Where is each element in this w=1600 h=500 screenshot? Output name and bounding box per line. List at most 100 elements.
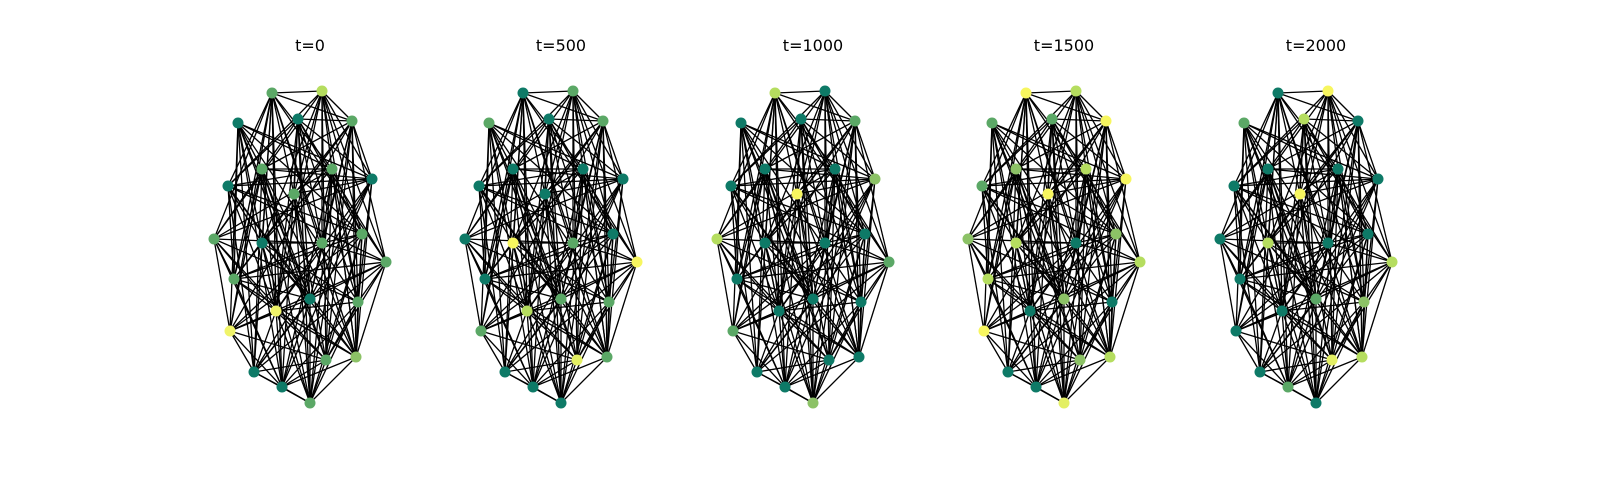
graph-edge	[544, 193, 578, 361]
graph-edge	[1063, 242, 1077, 300]
graph-edge	[237, 122, 283, 388]
graph-edge	[227, 118, 299, 187]
graph-node	[1298, 113, 1310, 125]
graph-edge	[981, 92, 1027, 187]
graph-edge	[237, 122, 263, 170]
graph-edge	[504, 261, 638, 373]
graph-edge	[478, 185, 506, 373]
graph-edge	[800, 118, 856, 122]
graph-edge	[784, 359, 830, 388]
graph-edge	[275, 310, 283, 388]
graph-node	[543, 113, 555, 125]
graph-edge	[828, 168, 836, 361]
graph-edge	[812, 242, 826, 300]
network-graph	[1214, 85, 1398, 409]
graph-edge	[532, 301, 610, 388]
graph-edge	[1029, 310, 1111, 358]
graph-edge	[1259, 298, 1317, 373]
graph-edge	[824, 90, 856, 122]
graph-edge	[1015, 242, 1065, 404]
panel-title: t=500	[535, 36, 587, 55]
graph-edge	[987, 278, 1065, 300]
graph-edge	[261, 168, 373, 180]
graph-edge	[774, 92, 856, 122]
graph-node	[228, 273, 240, 285]
panel-title: t=0	[295, 36, 325, 55]
graph-edge	[1315, 356, 1363, 404]
graph-edge	[544, 193, 562, 300]
graph-edge	[834, 168, 866, 235]
graph-edge	[1299, 193, 1363, 358]
graph-edge	[321, 233, 363, 244]
graph-edge	[325, 120, 353, 361]
graph-edge	[480, 310, 528, 332]
graph-edge	[1327, 242, 1393, 263]
graph-node	[475, 325, 487, 337]
graph-edge	[233, 242, 323, 280]
graph-edge	[227, 185, 263, 244]
graph-edge	[1035, 298, 1065, 388]
graph-edge	[983, 330, 1009, 373]
graph-edge	[1235, 330, 1261, 373]
graph-edge	[1361, 178, 1379, 358]
graph-edge	[526, 301, 610, 312]
graph-edge	[1239, 233, 1369, 280]
graph-edge	[967, 238, 985, 332]
graph-node	[607, 228, 619, 240]
graph-edge	[227, 185, 255, 373]
graph-edge	[478, 168, 584, 187]
graph-edge	[464, 238, 482, 332]
graph-edge	[983, 330, 1037, 388]
graph-node	[1362, 228, 1374, 240]
graph-edge	[526, 310, 578, 361]
graph-edge	[351, 120, 373, 180]
graph-edge	[1085, 168, 1111, 358]
graph-edge	[1315, 233, 1369, 404]
graph-edge	[488, 122, 584, 170]
graph-edge	[281, 301, 359, 388]
graph-node	[346, 115, 358, 127]
graph-edge	[237, 122, 333, 170]
graph-node	[479, 273, 491, 285]
graph-node	[1310, 293, 1322, 305]
graph-node	[1262, 163, 1274, 175]
graph-node	[208, 233, 220, 245]
graph-edge	[233, 278, 311, 300]
graph-edge	[730, 185, 780, 312]
graph-node	[304, 397, 316, 409]
graph-edge	[227, 178, 373, 187]
graph-edge	[778, 301, 862, 312]
graph-edge	[1357, 120, 1393, 263]
graph-node	[366, 173, 378, 185]
graph-edge	[351, 120, 357, 358]
graph-edge	[1015, 120, 1107, 170]
graph-edge	[1233, 185, 1393, 263]
graph-edge	[981, 185, 1141, 263]
graph-edge	[233, 278, 277, 312]
graph-edge	[730, 168, 836, 187]
graph-edge	[1105, 120, 1141, 263]
panel-title: t=1000	[782, 36, 844, 55]
graph-edge	[716, 238, 826, 244]
graph-node	[292, 113, 304, 125]
graph-edge	[355, 178, 373, 358]
graph-edge	[858, 261, 890, 358]
graph-edge	[229, 330, 327, 361]
graph-node	[859, 228, 871, 240]
graph-edge	[572, 242, 638, 263]
graph-node	[735, 117, 747, 129]
graph-edges	[716, 90, 890, 404]
graph-node	[1134, 256, 1146, 268]
graph-edge	[309, 120, 353, 404]
graph-edge	[309, 233, 363, 404]
graph-node	[350, 351, 362, 363]
graph-edge	[981, 178, 1127, 187]
graph-edge	[1219, 92, 1279, 240]
graph-nodes	[962, 85, 1146, 409]
graph-node	[316, 85, 328, 97]
graph-edge	[1287, 301, 1365, 388]
graph-edge	[1287, 359, 1333, 388]
graph-edge	[991, 122, 1065, 300]
graph-edge	[1259, 359, 1333, 373]
graph-edge	[732, 242, 826, 332]
